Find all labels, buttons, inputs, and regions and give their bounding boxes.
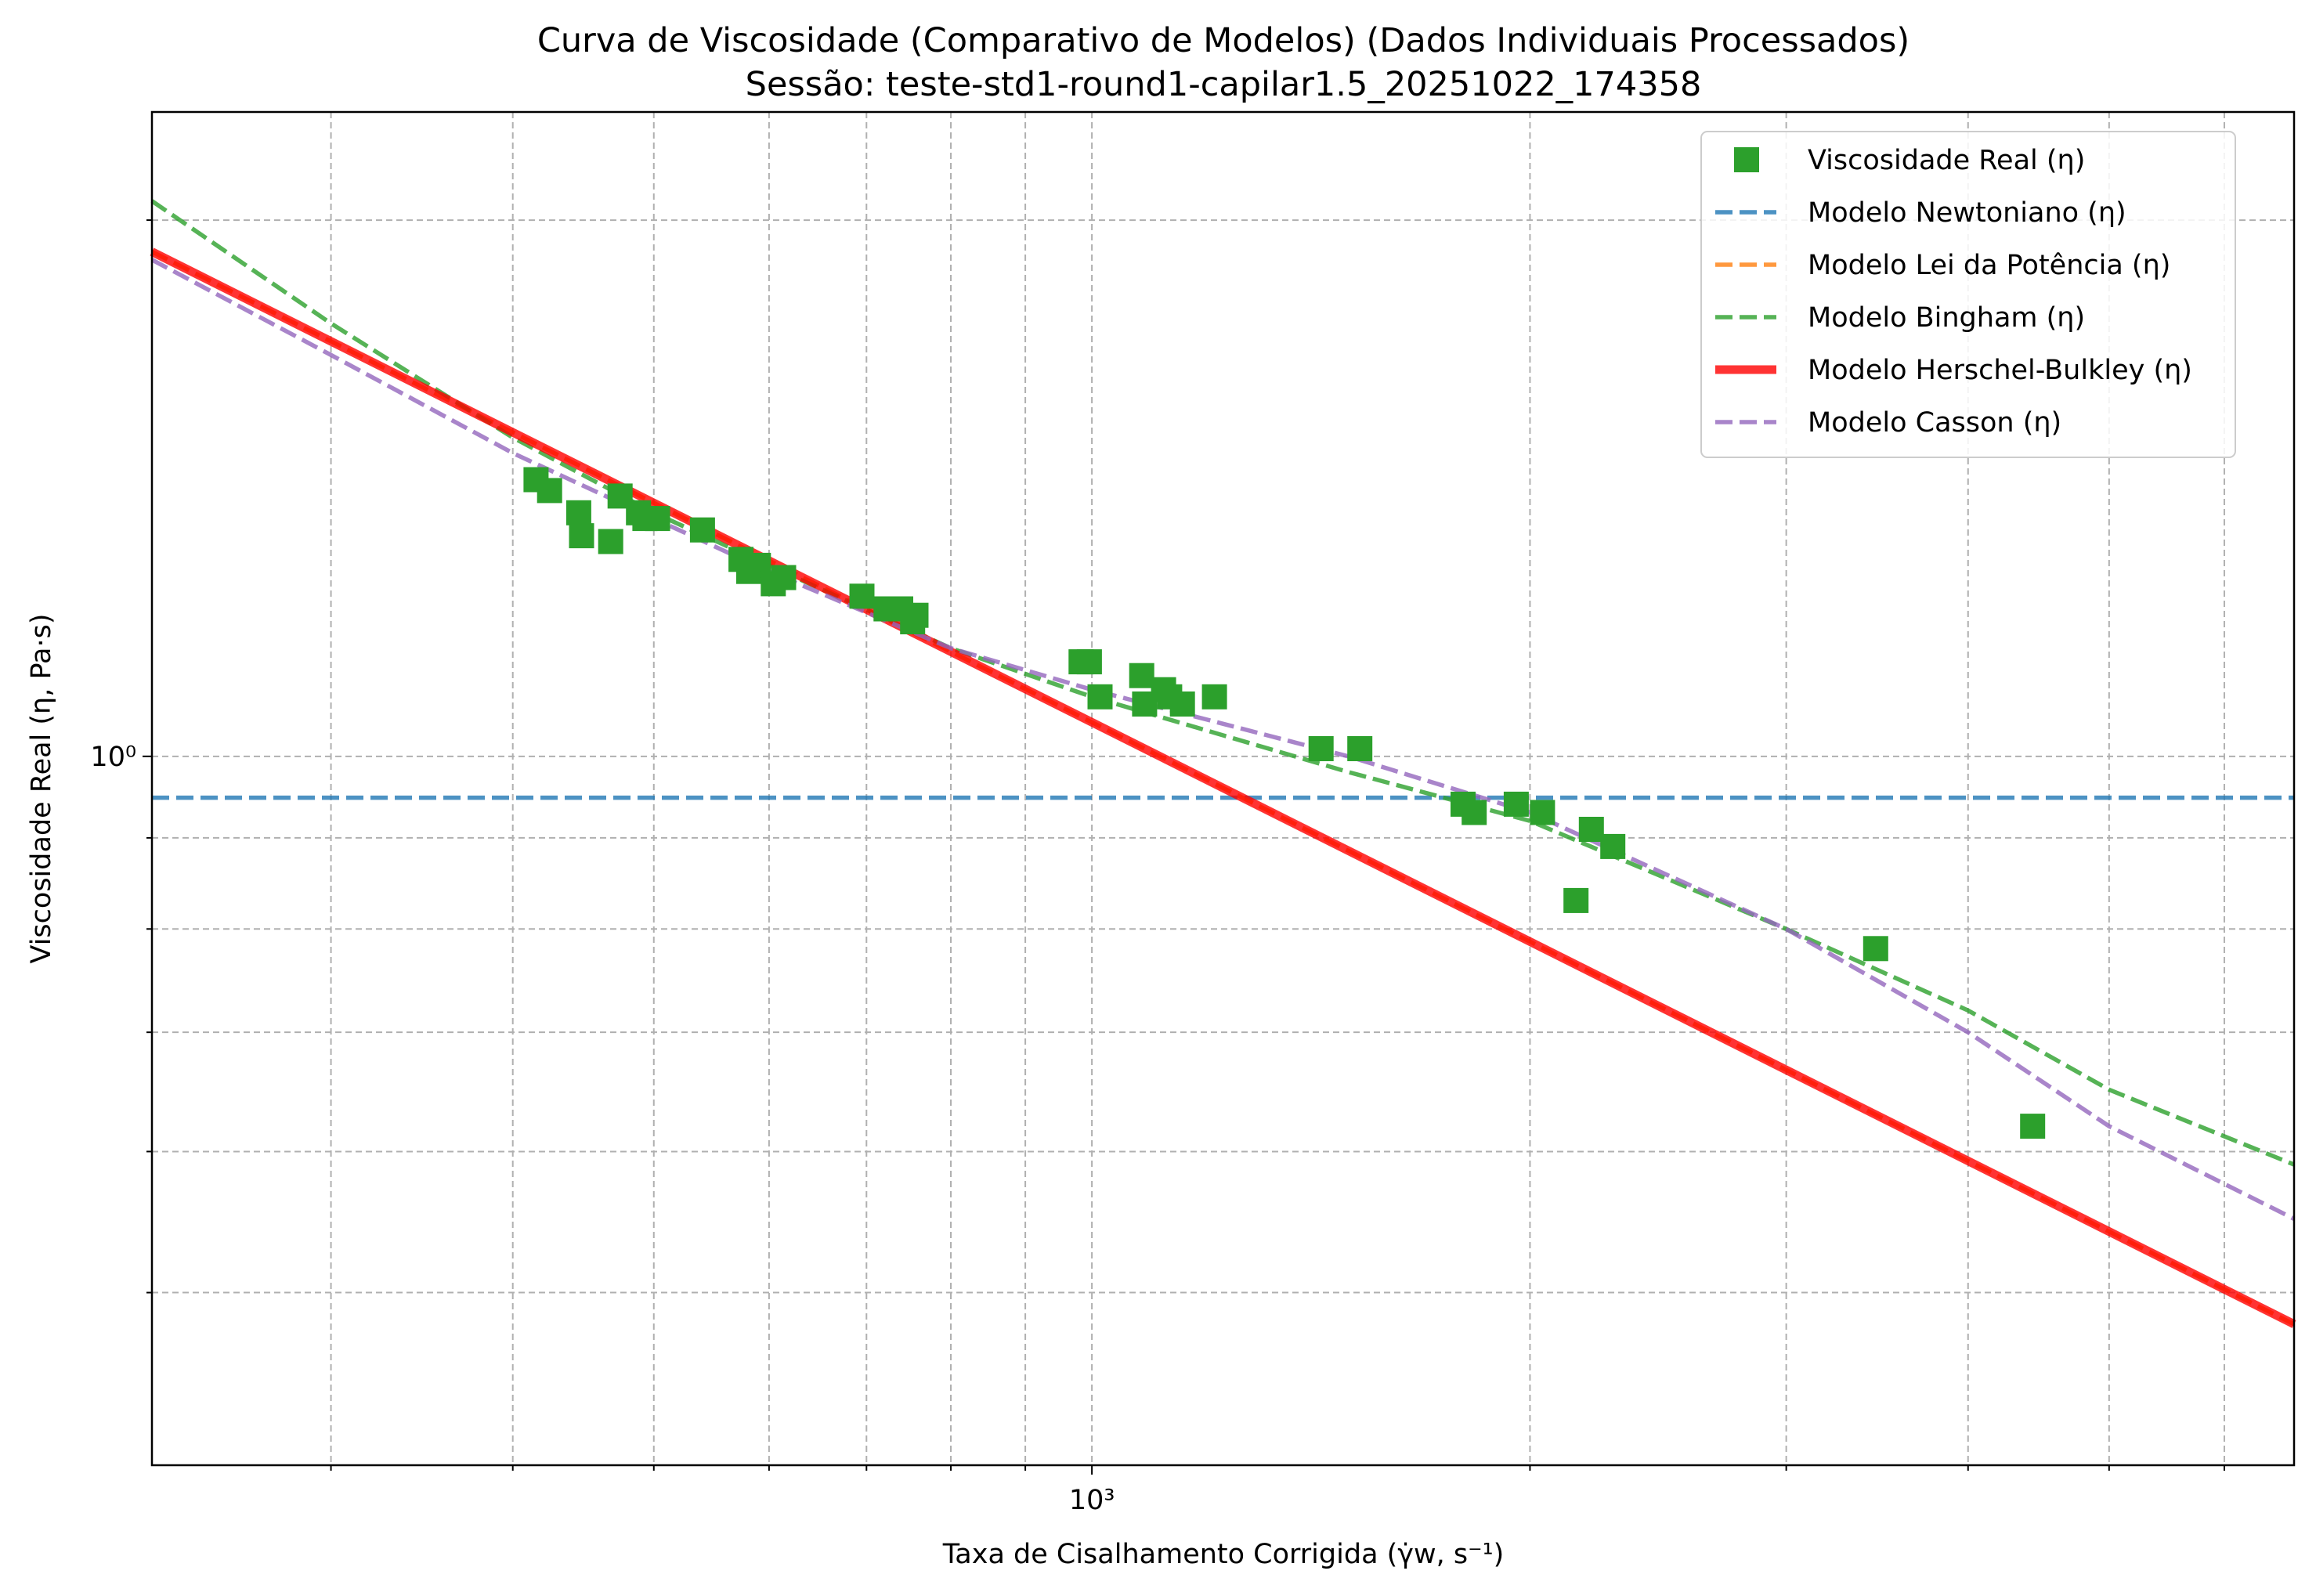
- legend-label: Modelo Casson (η): [1808, 407, 2061, 439]
- data-point: [565, 500, 591, 525]
- x-tick-label: 10³: [1069, 1485, 1115, 1516]
- data-point: [1169, 691, 1195, 717]
- chart-subtitle: Sessão: teste-std1-round1-capilar1.5_202…: [746, 65, 1702, 104]
- data-point: [1863, 936, 1888, 962]
- data-point: [1530, 800, 1555, 825]
- legend-label: Modelo Herschel-Bulkley (η): [1808, 355, 2192, 386]
- y-axis-label: Viscosidade Real (η, Pa·s): [26, 614, 57, 964]
- data-point: [1129, 663, 1154, 688]
- legend-label: Viscosidade Real (η): [1808, 145, 2085, 176]
- legend: Viscosidade Real (η) Modelo Newtoniano (η…: [1700, 131, 2236, 458]
- data-point: [1462, 800, 1487, 825]
- data-point: [1347, 736, 1373, 761]
- data-point: [903, 602, 929, 628]
- data-point: [1308, 736, 1334, 761]
- data-point: [1087, 684, 1113, 710]
- legend-entry: Viscosidade Real (η): [1734, 145, 2085, 176]
- legend-entry: Modelo Casson (η): [1715, 407, 2061, 439]
- legend-entry: Modelo Bingham (η): [1715, 302, 2085, 334]
- data-point: [1201, 684, 1227, 710]
- ticks: 10³ 10⁰: [90, 219, 2225, 1516]
- series-layer: [150, 199, 2296, 1328]
- data-point: [2020, 1114, 2046, 1139]
- data-point: [849, 583, 875, 609]
- series-line-3: [150, 199, 2296, 1167]
- legend-marker: [1734, 147, 1759, 172]
- chart-title: Curva de Viscosidade (Comparativo de Mod…: [537, 21, 1910, 60]
- data-point: [598, 529, 623, 554]
- legend-label: Modelo Newtoniano (η): [1808, 197, 2126, 229]
- legend-entry: Modelo Newtoniano (η): [1715, 197, 2126, 229]
- data-point: [771, 565, 797, 590]
- data-point: [1076, 649, 1102, 675]
- data-point: [1503, 791, 1529, 817]
- legend-box: [1700, 131, 2236, 458]
- y-tick-label: 10⁰: [90, 742, 136, 773]
- plot-frame: [150, 110, 2296, 1467]
- x-axis-label: Taxa de Cisalhamento Corrigida (γ̇w, s⁻¹…: [942, 1539, 1505, 1570]
- grid: [152, 112, 2294, 1465]
- data-point: [1578, 817, 1604, 842]
- legend-label: Modelo Lei da Potência (η): [1808, 250, 2170, 281]
- data-point: [569, 523, 594, 549]
- data-point: [537, 478, 562, 504]
- series-line-4: [150, 247, 2296, 1328]
- data-point: [689, 517, 715, 543]
- data-point: [1600, 833, 1626, 859]
- legend-entry: Modelo Herschel-Bulkley (η): [1715, 355, 2192, 386]
- data-point: [645, 506, 670, 532]
- legend-label: Modelo Bingham (η): [1808, 302, 2085, 334]
- legend-entry: Modelo Lei da Potência (η): [1715, 250, 2170, 281]
- data-point: [1563, 887, 1589, 913]
